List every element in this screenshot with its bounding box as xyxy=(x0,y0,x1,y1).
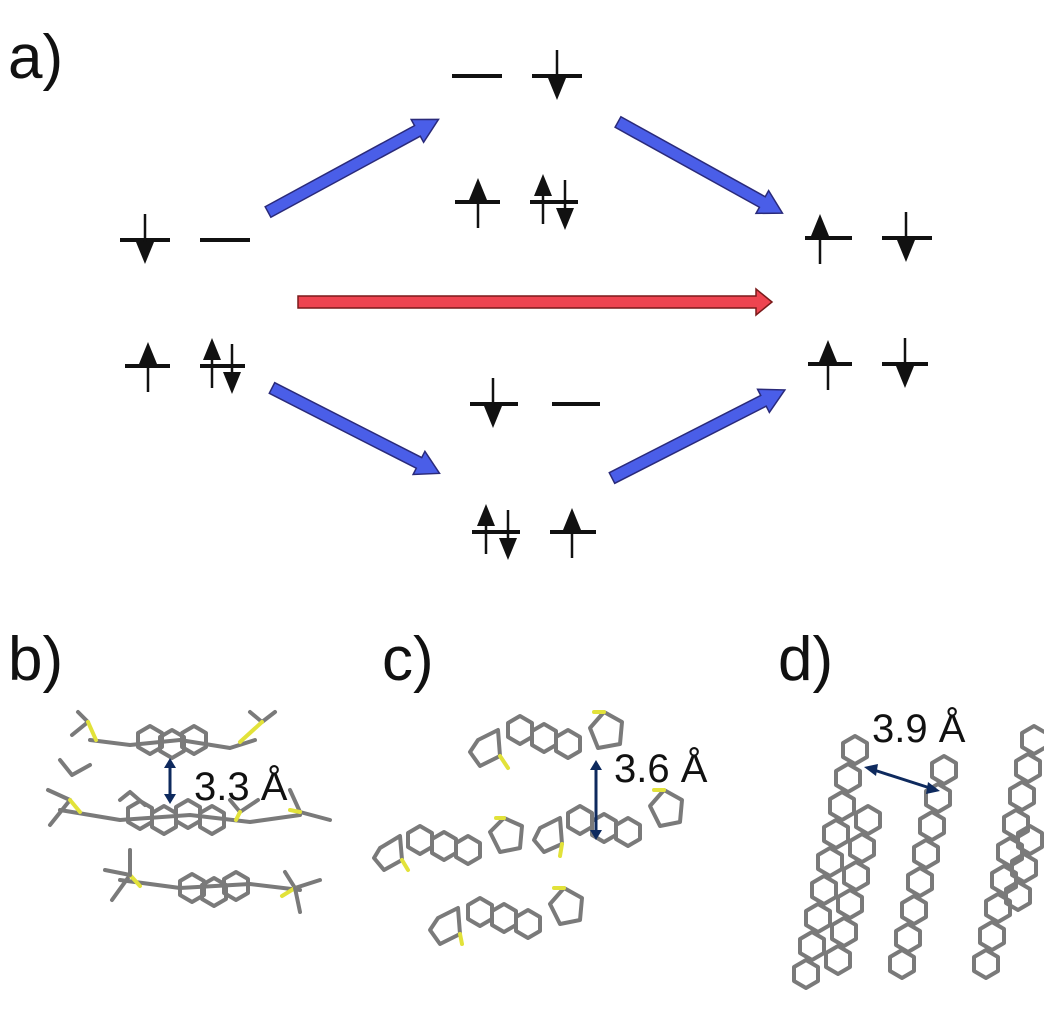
blue-arrow-up-left xyxy=(264,118,440,219)
state-left xyxy=(120,212,250,396)
molecule-c xyxy=(532,788,684,858)
distance-marker-b xyxy=(164,758,176,804)
molecule-c xyxy=(372,816,524,872)
distance-marker-c xyxy=(590,760,602,840)
crystal-packing-d xyxy=(792,724,1044,990)
molecule-c xyxy=(428,886,584,946)
blue-arrow-down-right xyxy=(614,115,784,215)
blue-arrow-bottom-right xyxy=(608,388,787,485)
distance-label-d: 3.9 Å xyxy=(872,706,966,751)
distance-marker-d xyxy=(864,764,940,794)
blue-arrow-shape xyxy=(608,388,787,485)
panel-b-label: b) xyxy=(8,625,63,694)
molecule-layer xyxy=(46,758,332,836)
blue-arrow-shape xyxy=(614,115,784,215)
column-middle xyxy=(888,754,958,980)
panel-d-label: d) xyxy=(778,625,833,694)
state-bottom xyxy=(470,376,600,562)
column-left xyxy=(792,734,882,990)
distance-label-c: 3.6 Å xyxy=(614,746,708,791)
state-top xyxy=(452,48,582,232)
energy-diagram xyxy=(120,48,932,562)
molecule-c xyxy=(468,710,624,770)
distance-label-b: 3.3 Å xyxy=(194,764,288,809)
red-arrow-shape xyxy=(297,287,774,317)
crystal-packing-c xyxy=(372,710,684,946)
column-right xyxy=(972,724,1044,980)
panel-a-label: a) xyxy=(8,23,63,92)
blue-arrow-shape xyxy=(264,118,440,219)
red-arrow-direct xyxy=(297,287,774,317)
blue-arrow-shape xyxy=(268,381,441,476)
blue-arrow-bottom-left xyxy=(268,381,441,476)
molecule-layer xyxy=(103,848,322,914)
crystal-packing-b xyxy=(46,710,332,914)
panel-c-label: c) xyxy=(382,625,434,694)
state-right xyxy=(805,210,932,392)
molecule-layer xyxy=(70,710,277,760)
arrows xyxy=(264,115,787,485)
